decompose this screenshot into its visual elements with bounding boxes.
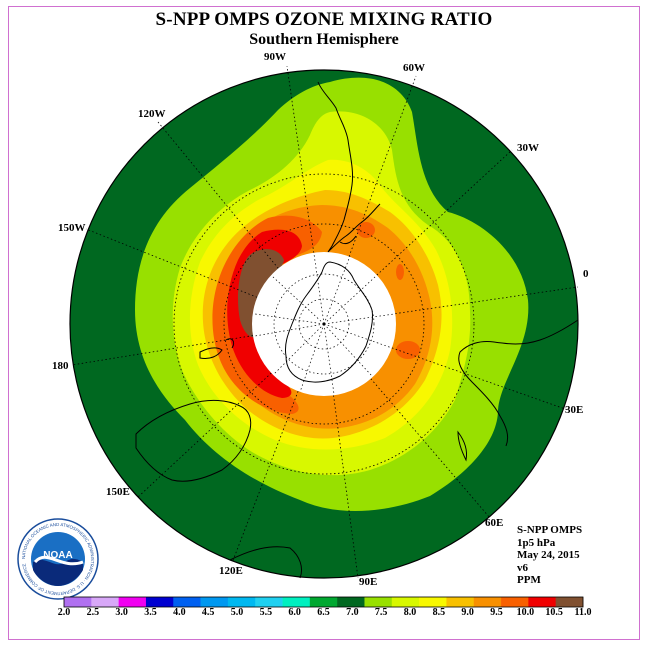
meridian	[231, 323, 325, 564]
logo-text: NOAA	[43, 550, 72, 561]
africa-coast	[458, 319, 579, 447]
lon-label-150e: 150E	[106, 486, 130, 498]
south-america-coast	[317, 81, 381, 253]
colorbar-swatch	[118, 597, 147, 607]
lon-label-60e: 60E	[485, 517, 504, 529]
lon-label-150w: 150W	[58, 222, 86, 234]
new-zealand-coast	[225, 338, 235, 349]
latitude-circle	[173, 173, 475, 475]
colorbar-tick-label: 9.0	[461, 607, 474, 618]
info-instrument: S-NPP OMPS	[517, 524, 583, 536]
info-date: May 24, 2015	[517, 549, 580, 561]
product-info: S-NPP OMPS 1p5 hPa May 24, 2015 v6 PPM	[517, 524, 582, 587]
colorbar-tick-label: 7.0	[346, 607, 359, 618]
map-subtitle: Southern Hemisphere	[249, 31, 399, 48]
info-level: 1p5 hPa	[517, 536, 556, 549]
colorbar-swatch	[528, 597, 556, 607]
colorbar-swatch	[419, 597, 447, 607]
colorbar-tick-label: 11.0	[574, 607, 592, 618]
lon-label-60w: 60W	[403, 62, 425, 74]
info-units: PPM	[517, 574, 541, 586]
colorbar-swatch	[91, 597, 119, 607]
colorbar-tick-label: 10.0	[516, 607, 535, 618]
level-10p5-band	[238, 249, 284, 338]
colorbar-swatch	[309, 597, 338, 607]
continent-outlines	[135, 81, 579, 579]
colorbar-outline	[63, 596, 584, 608]
colorbar-swatch	[337, 597, 365, 607]
colorbar-tick-label: 4.0	[173, 607, 186, 618]
colorbar-swatch	[64, 597, 92, 607]
lon-label-90e: 90E	[359, 576, 378, 588]
lon-label-30w: 30W	[517, 142, 539, 154]
colorbar-swatch	[227, 597, 256, 607]
colorbar-swatch	[282, 597, 311, 607]
meridian	[323, 323, 359, 579]
south-pole-marker	[322, 322, 326, 326]
colorbar-swatch	[446, 597, 475, 607]
colorbar-swatch	[364, 597, 393, 607]
new-zealand-coast	[199, 347, 223, 359]
colorbar-swatch	[501, 597, 529, 607]
colorbar-swatch	[255, 597, 283, 607]
colorbar-tick-label: 3.5	[144, 607, 157, 618]
colorbar-tick-label: 8.0	[403, 607, 417, 618]
colorbar-swatch	[173, 597, 201, 607]
colorbar-swatch	[473, 597, 502, 607]
meridian	[323, 323, 491, 519]
madagascar-coast	[457, 430, 467, 462]
meridian	[323, 149, 513, 325]
meridian	[323, 286, 579, 325]
colorbar-swatch	[391, 597, 420, 607]
australia-coast	[135, 399, 252, 482]
lon-label-30e: 30E	[565, 404, 584, 416]
figure-frame	[8, 6, 640, 640]
colorbar-tick-label: 6.0	[288, 607, 301, 618]
meridian	[323, 323, 569, 411]
colorbar-tick-label: 6.5	[317, 607, 330, 618]
colorbar-tick-label: 10.5	[545, 607, 563, 618]
colorbar-tick-label: 7.5	[374, 607, 388, 618]
lon-label-90w: 90W	[264, 51, 286, 63]
colorbar-tick-label: 2.0	[57, 607, 71, 618]
lon-label-120w: 120W	[138, 108, 166, 120]
meridian	[71, 323, 325, 366]
colorbar-tick-label: 9.5	[490, 607, 503, 618]
colorbar-swatch	[145, 597, 174, 607]
hotspot-patch	[396, 341, 420, 359]
colorbar-tick-label: 4.5	[201, 607, 215, 618]
colorbar-tick-label: 5.0	[230, 607, 244, 618]
lon-label-180: 180	[52, 360, 69, 372]
lon-label-120e: 120E	[219, 565, 243, 577]
meridian	[286, 65, 325, 325]
antarctica-coast	[285, 261, 373, 383]
map-boundary	[69, 69, 579, 579]
noaa-logo: NOAA NATIONAL OCEANIC AND ATMOSPHERIC AD…	[17, 518, 99, 600]
hotspot-patch	[396, 264, 404, 280]
colorbar-tick-label: 2.5	[86, 607, 100, 618]
colorbar-tick-label: 3.0	[115, 607, 128, 618]
hotspot-patch	[357, 222, 375, 238]
info-version: v6	[517, 561, 528, 574]
colorbar-swatch	[555, 597, 584, 607]
maritime-continent-coast	[229, 546, 303, 579]
map-title: S-NPP OMPS OZONE MIXING RATIO	[155, 9, 493, 30]
colorbar-tick-label: 5.5	[259, 607, 273, 618]
colorbar-swatch	[200, 597, 229, 607]
lon-label-0: 0	[583, 268, 589, 280]
meridian	[85, 228, 325, 325]
colorbar-tick-label: 8.5	[432, 607, 446, 618]
latitude-circle	[223, 223, 425, 425]
south-america-coast	[339, 235, 357, 245]
